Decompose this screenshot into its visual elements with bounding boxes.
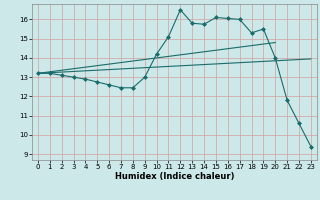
X-axis label: Humidex (Indice chaleur): Humidex (Indice chaleur) — [115, 172, 234, 181]
